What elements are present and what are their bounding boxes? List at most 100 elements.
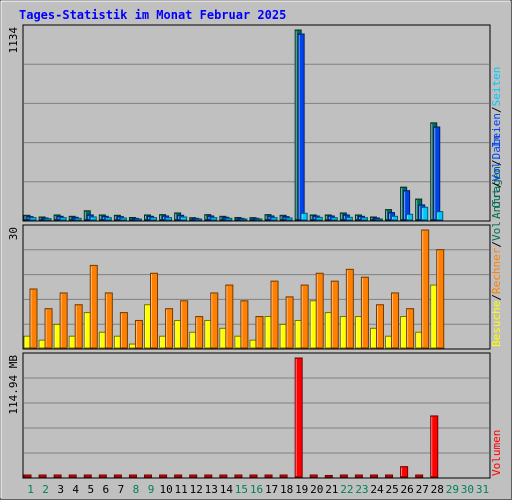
bar-volume-volumen-day-19 xyxy=(294,357,303,478)
bar-hits-seiten-day-10 xyxy=(165,217,173,221)
x-tick-label-day-7: 7 xyxy=(118,483,125,496)
bar-visits-rechner-day-5 xyxy=(89,264,98,349)
bar-volume-volumen-day-18 xyxy=(279,474,288,478)
chart-title: Tages-Statistik im Monat Februar 2025 xyxy=(19,8,286,22)
bar-volume-volumen-day-27 xyxy=(415,474,424,478)
x-tick-label-day-29: 29 xyxy=(446,483,459,496)
legend-separator: / xyxy=(490,294,503,301)
x-tick-label-day-6: 6 xyxy=(103,483,110,496)
bar-volume-volumen-day-11 xyxy=(174,474,183,478)
x-tick-label-day-8: 8 xyxy=(133,483,140,496)
bar-volume-volumen-day-23 xyxy=(354,474,363,478)
bar-hits-seiten-day-24 xyxy=(375,218,383,221)
bar-volume-volumen-day-5 xyxy=(83,474,92,478)
bar-volume-volumen-day-7 xyxy=(113,474,122,478)
bar-volume-volumen-day-8 xyxy=(128,474,137,478)
bar-hits-seiten-day-12 xyxy=(195,218,203,221)
bar-visits-rechner-day-27 xyxy=(421,229,430,349)
bar-hits-seiten-day-17 xyxy=(270,217,278,221)
bar-volume-volumen-day-2 xyxy=(38,474,47,478)
bar-volume-volumen-day-3 xyxy=(53,474,62,478)
x-tick-label-day-16: 16 xyxy=(250,483,263,496)
x-tick-label-day-30: 30 xyxy=(461,483,474,496)
x-tick-label-day-19: 19 xyxy=(295,483,308,496)
x-tick-label-day-26: 26 xyxy=(401,483,414,496)
x-tick-label-day-9: 9 xyxy=(148,483,155,496)
bar-hits-seiten-day-9 xyxy=(150,217,158,221)
x-tick-label-day-5: 5 xyxy=(87,483,94,496)
bar-volume-volumen-day-6 xyxy=(98,474,107,478)
panel-hits-border xyxy=(22,24,491,222)
x-tick-label-day-17: 17 xyxy=(265,483,278,496)
bar-volume-volumen-day-21 xyxy=(324,474,333,478)
legend-separator: / xyxy=(490,106,503,113)
bar-volume-volumen-day-16 xyxy=(249,474,258,478)
x-tick-label-day-27: 27 xyxy=(416,483,429,496)
bar-volume-volumen-day-26 xyxy=(400,466,409,478)
bar-hits-seiten-day-2 xyxy=(44,218,52,221)
panel-volume-border xyxy=(22,352,491,479)
legend-volumen: Volumen xyxy=(490,430,503,476)
bar-hits-seiten-day-23 xyxy=(360,217,368,221)
x-tick-label-day-10: 10 xyxy=(159,483,172,496)
x-tick-label-day-25: 25 xyxy=(385,483,398,496)
bar-hits-seiten-day-18 xyxy=(285,217,293,221)
bar-visits-rechner-day-24 xyxy=(375,304,384,349)
legend-separator: / xyxy=(490,159,503,166)
bar-hits-seiten-day-13 xyxy=(210,217,218,221)
bar-visits-rechner-day-14 xyxy=(225,284,234,349)
panel-hits-max-label: 1134 xyxy=(7,27,20,54)
bar-hits-seiten-day-19 xyxy=(300,212,308,221)
x-axis-labels: 1 2 3 4 5 6 7 8 9 10 11 12 13 14 15 16 17 18 19 20 21 22 23 24 2… xyxy=(27,483,489,496)
bar-visits-rechner-day-20 xyxy=(315,272,324,349)
x-tick-label-day-14: 14 xyxy=(220,483,234,496)
bar-hits-seiten-day-22 xyxy=(345,216,353,221)
bar-visits-rechner-day-26 xyxy=(406,308,415,349)
bar-volume-volumen-day-10 xyxy=(159,474,168,478)
bar-volume-volumen-day-13 xyxy=(204,474,213,478)
bar-volume-volumen-day-4 xyxy=(68,474,77,478)
x-tick-label-day-24: 24 xyxy=(370,483,384,496)
bar-visits-rechner-day-4 xyxy=(74,304,83,349)
x-tick-label-day-2: 2 xyxy=(42,483,49,496)
bar-volume-volumen-day-15 xyxy=(234,474,243,478)
bar-visits-rechner-day-23 xyxy=(360,276,369,349)
bar-visits-rechner-day-3 xyxy=(59,292,68,349)
bar-hits-seiten-day-26 xyxy=(406,213,414,221)
bar-visits-rechner-day-25 xyxy=(391,292,400,349)
bar-visits-rechner-day-28 xyxy=(436,249,445,349)
bar-visits-rechner-day-9 xyxy=(150,272,159,349)
bar-hits-seiten-day-4 xyxy=(74,217,82,221)
x-tick-label-day-18: 18 xyxy=(280,483,293,496)
bar-hits-seiten-day-1 xyxy=(29,217,37,221)
bar-hits-seiten-day-6 xyxy=(104,217,112,221)
panel-visits-max-label: 30 xyxy=(7,227,20,240)
bar-visits-rechner-day-17 xyxy=(270,280,279,349)
legend-anfragen: Anfragen xyxy=(490,166,503,219)
bar-volume-volumen-day-20 xyxy=(309,474,318,478)
legend-separator: / xyxy=(490,181,503,188)
bar-hits-seiten-day-16 xyxy=(255,218,263,221)
legend-vol-out: Vol. Out xyxy=(490,188,503,241)
bar-hits-seiten-day-25 xyxy=(391,215,399,221)
x-tick-label-day-1: 1 xyxy=(27,483,34,496)
bar-volume-volumen-day-9 xyxy=(144,474,153,478)
bar-volume-volumen-day-22 xyxy=(339,474,348,478)
bar-volume-volumen-day-28 xyxy=(430,415,439,478)
bar-hits-seiten-day-5 xyxy=(89,216,97,221)
x-tick-label-day-13: 13 xyxy=(205,483,218,496)
chart-panels: 1134Anfragen/Dateien/Seiten30Besuche/Rec… xyxy=(7,24,503,479)
x-tick-label-day-31: 31 xyxy=(476,483,489,496)
x-tick-label-day-3: 3 xyxy=(57,483,64,496)
legend-rechner: Rechner xyxy=(490,247,503,294)
bar-volume-volumen-day-12 xyxy=(189,474,198,478)
bar-visits-rechner-day-18 xyxy=(285,296,294,349)
x-tick-label-day-11: 11 xyxy=(175,483,188,496)
bar-visits-rechner-day-19 xyxy=(300,284,309,349)
x-tick-label-day-28: 28 xyxy=(431,483,444,496)
bar-hits-seiten-day-20 xyxy=(315,216,323,221)
bar-hits-seiten-day-8 xyxy=(134,218,142,221)
bar-volume-volumen-day-24 xyxy=(369,474,378,478)
